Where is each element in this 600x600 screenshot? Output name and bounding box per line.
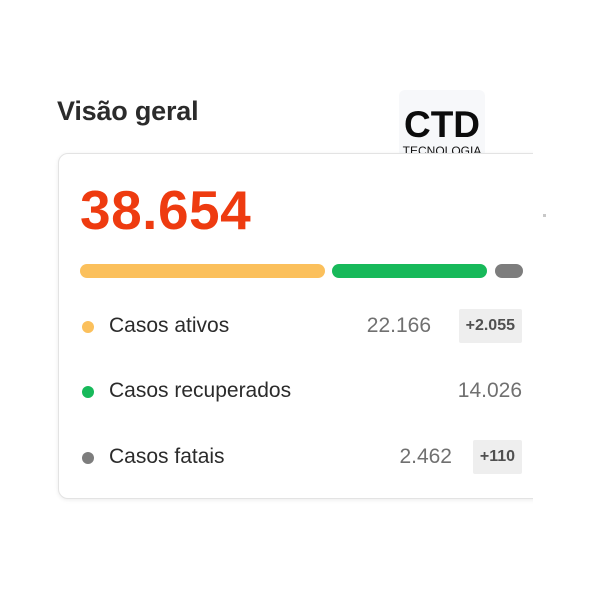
active-dot-icon: [82, 321, 94, 333]
row-label: Casos ativos: [109, 314, 230, 337]
row-value: 14.026: [457, 379, 522, 402]
row-fatal-cases: Casos fatais 2.462 +110: [80, 439, 522, 475]
fatal-cases-bar: [495, 264, 523, 278]
row-value: 2.462: [399, 445, 452, 468]
row-label: Casos recuperados: [109, 379, 292, 402]
crop-edge: [533, 140, 600, 520]
section-title: Visão geral: [57, 96, 199, 126]
row-active-cases: Casos ativos 22.166 +2.055: [80, 308, 522, 344]
delta-badge: +2.055: [458, 309, 522, 343]
recovered-cases-bar: [332, 264, 487, 278]
edge-mark: [543, 214, 546, 217]
total-cases: 38.654: [80, 179, 252, 241]
recovered-dot-icon: [82, 386, 94, 398]
active-cases-bar: [80, 264, 325, 278]
row-recovered-cases: Casos recuperados 14.026: [80, 373, 522, 409]
logo-main-text: CTD: [403, 104, 481, 145]
row-value: 22.166: [366, 314, 431, 337]
row-label: Casos fatais: [109, 445, 225, 468]
fatal-dot-icon: [82, 452, 94, 464]
delta-badge: +110: [472, 440, 522, 474]
